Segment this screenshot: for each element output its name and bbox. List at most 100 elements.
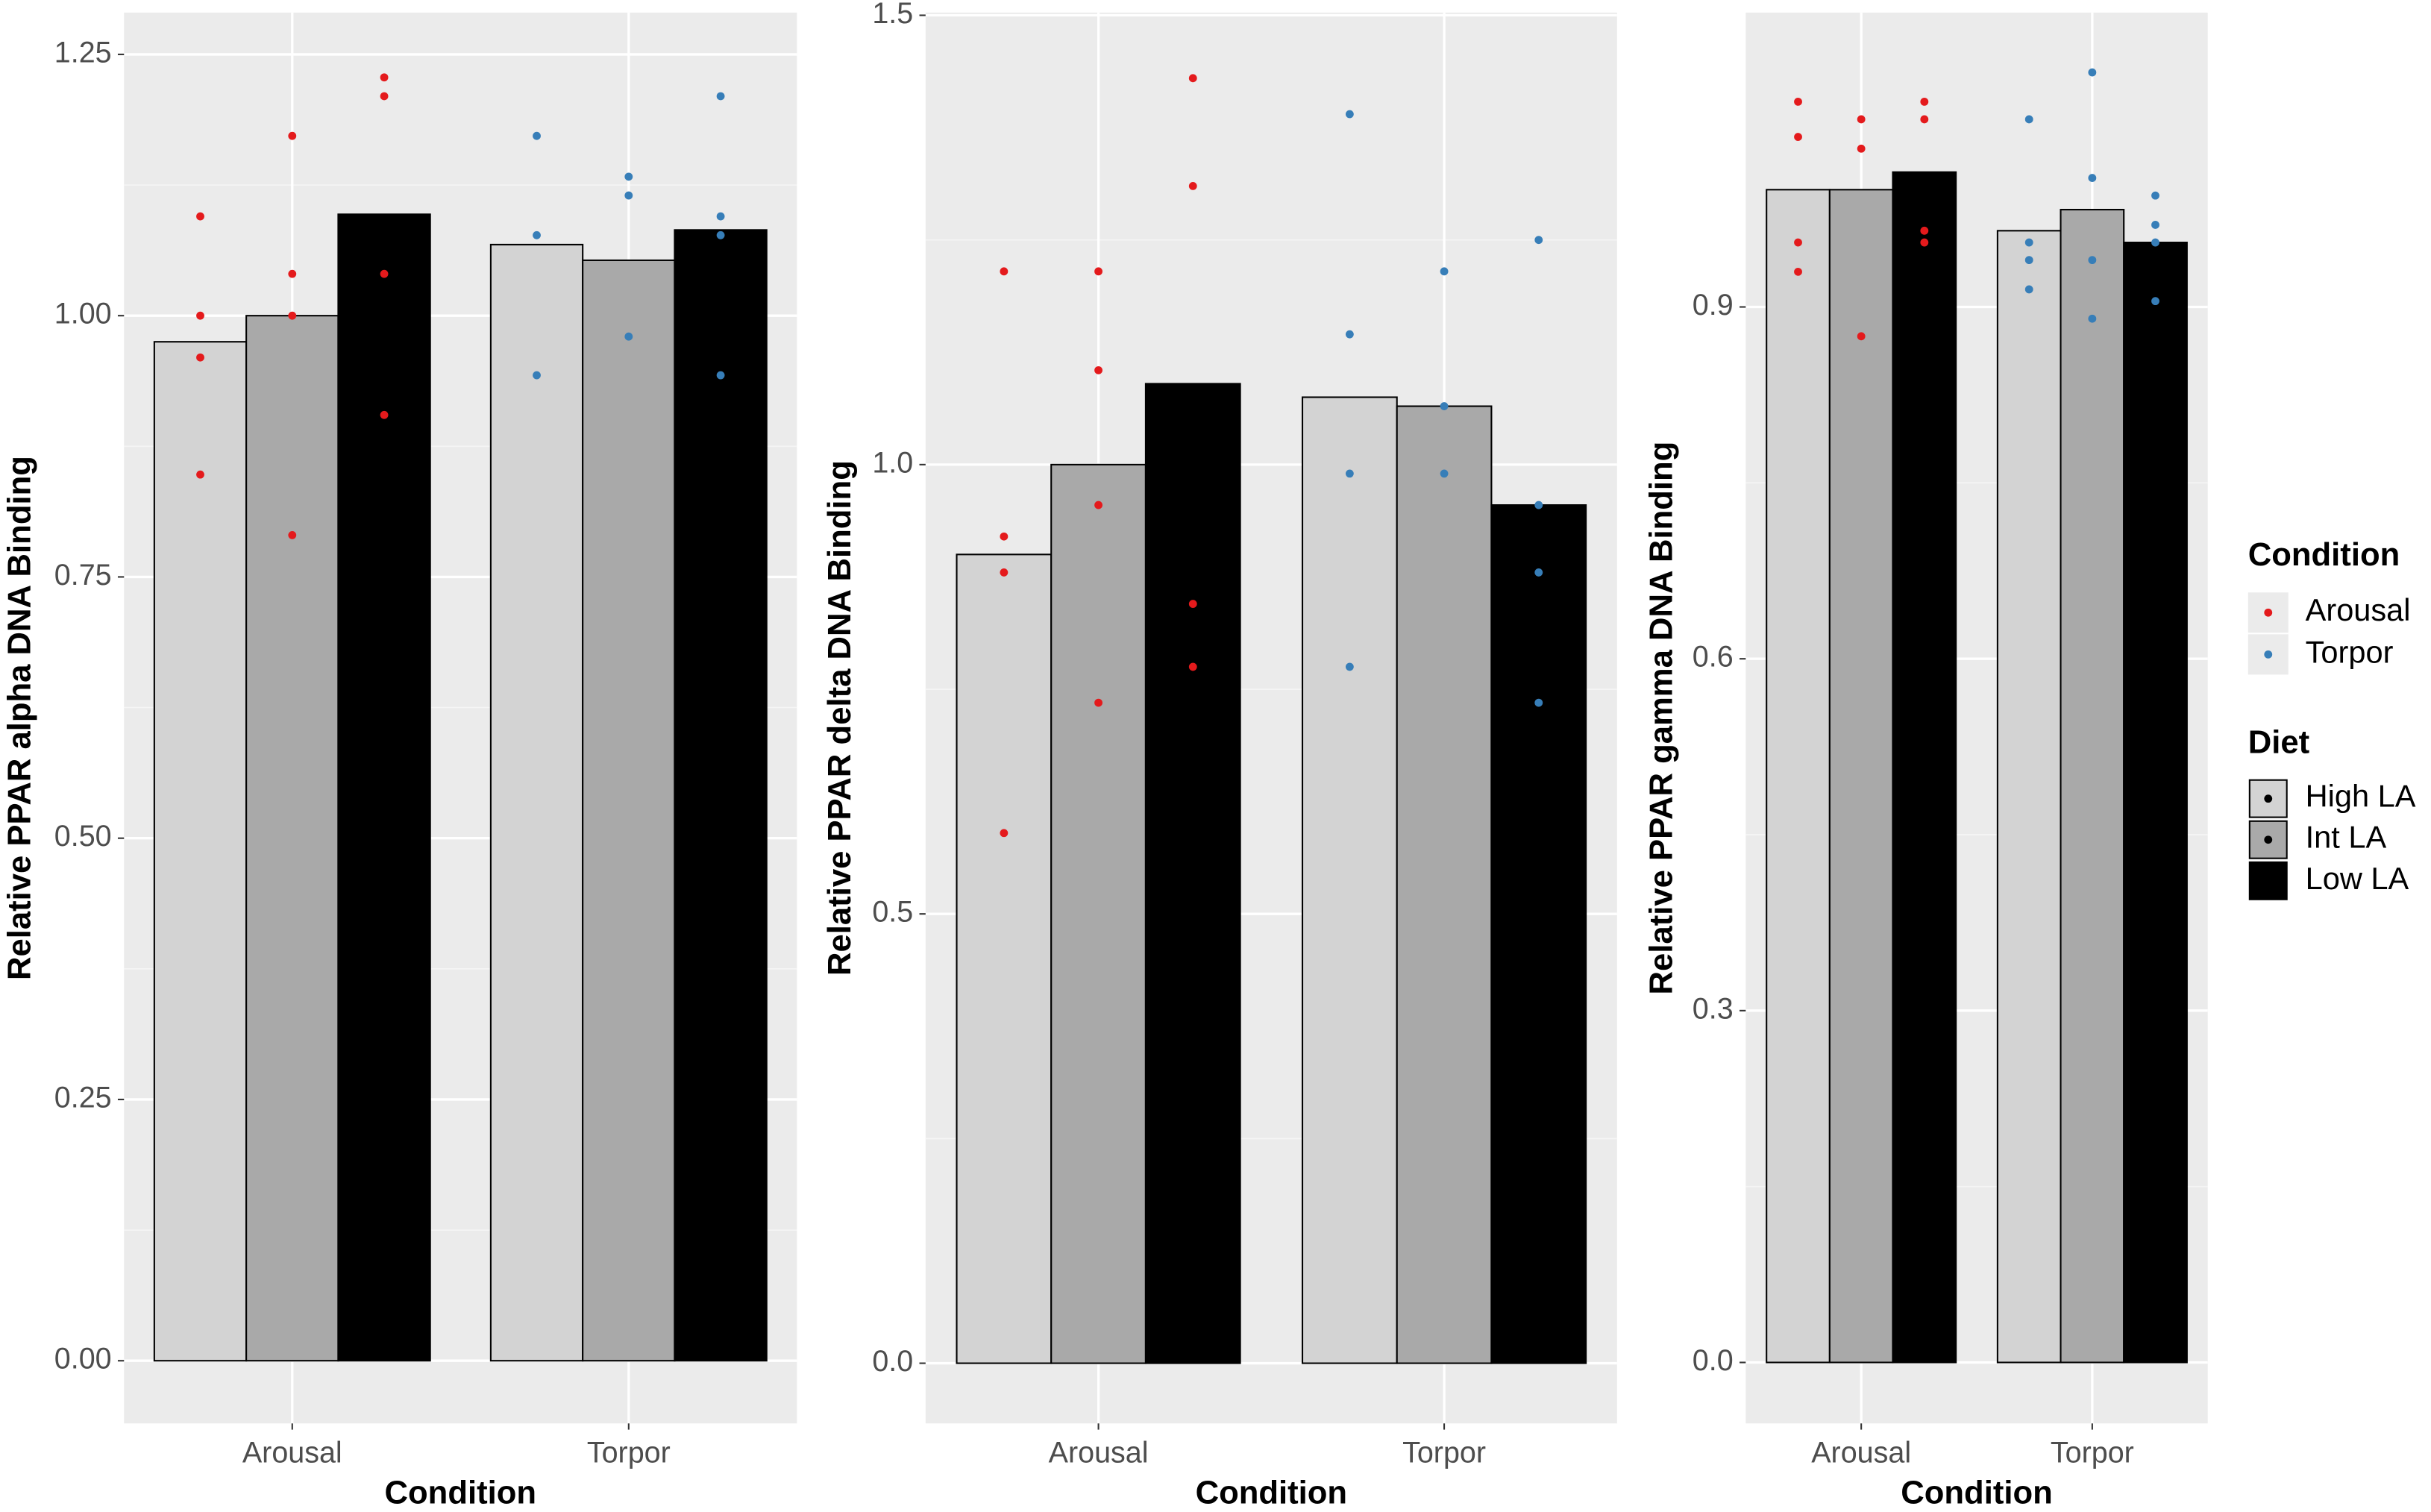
- bar: [1050, 463, 1147, 1364]
- data-point: [1094, 501, 1102, 509]
- data-point: [2151, 297, 2159, 306]
- data-point: [2088, 256, 2097, 265]
- data-point: [2024, 238, 2033, 247]
- bar: [2123, 242, 2188, 1364]
- data-point: [380, 73, 389, 82]
- bar: [1490, 504, 1587, 1364]
- data-point: [2024, 115, 2033, 124]
- y-tick-label: 1.5: [872, 0, 913, 30]
- data-point: [2088, 314, 2097, 323]
- data-point: [1000, 829, 1009, 838]
- data-point: [1094, 366, 1102, 374]
- legend-swatch: [2264, 608, 2273, 617]
- data-point: [1440, 267, 1449, 276]
- x-axis-title: Condition: [1901, 1474, 2053, 1511]
- data-point: [1534, 236, 1543, 245]
- legend-title: Diet: [2248, 724, 2309, 760]
- data-point: [1920, 238, 1929, 247]
- data-point: [1345, 662, 1354, 671]
- legend-label: Low LA: [2306, 861, 2409, 896]
- data-point: [288, 311, 297, 320]
- data-point: [196, 470, 204, 479]
- data-point: [716, 371, 725, 380]
- legend-label: Int LA: [2306, 820, 2387, 855]
- legend-dot: [2264, 794, 2273, 803]
- bar: [337, 213, 431, 1362]
- data-point: [196, 353, 204, 362]
- y-axis-title: Relative PPAR alpha DNA Binding: [1, 456, 38, 980]
- data-point: [624, 332, 633, 341]
- bar: [1396, 405, 1493, 1364]
- data-point: [2151, 221, 2159, 229]
- y-tick-label: 0.0: [1693, 1344, 1734, 1377]
- data-point: [2024, 256, 2033, 265]
- data-point: [2088, 68, 2097, 77]
- data-point: [288, 530, 297, 539]
- bar: [1828, 189, 1894, 1364]
- data-point: [624, 191, 633, 200]
- bar: [153, 341, 248, 1362]
- data-point: [1094, 267, 1102, 276]
- data-point: [533, 230, 541, 239]
- bar: [245, 315, 339, 1362]
- data-point: [1794, 267, 1802, 276]
- x-tick-label: Arousal: [1811, 1436, 1911, 1469]
- legend-swatch: [2264, 650, 2273, 659]
- data-point: [716, 212, 725, 221]
- x-axis-title: Condition: [1196, 1474, 1348, 1511]
- data-point: [533, 131, 541, 140]
- data-point: [1794, 97, 1802, 106]
- data-point: [1000, 568, 1009, 577]
- data-point: [1534, 568, 1543, 577]
- data-point: [196, 311, 204, 320]
- data-point: [1188, 662, 1197, 671]
- y-tick-label: 1.25: [54, 36, 112, 69]
- y-tick-label: 0.25: [54, 1081, 112, 1114]
- x-tick-label: Torpor: [587, 1436, 671, 1469]
- data-point: [1000, 267, 1009, 276]
- data-point: [1188, 181, 1197, 190]
- data-point: [716, 92, 725, 101]
- bar: [1301, 396, 1398, 1364]
- y-tick-label: 0.3: [1693, 992, 1734, 1025]
- data-point: [2024, 285, 2033, 294]
- x-tick-label: Torpor: [1402, 1436, 1486, 1469]
- data-point: [2151, 191, 2159, 200]
- legend-dot: [2264, 876, 2273, 885]
- y-tick-label: 1.0: [872, 446, 913, 479]
- y-axis-title: Relative PPAR delta DNA Binding: [821, 460, 858, 976]
- legend-swatch: [2248, 779, 2288, 818]
- data-point: [1857, 115, 1866, 124]
- data-point: [1094, 698, 1102, 707]
- bar: [1892, 171, 1957, 1364]
- y-tick-label: 0.6: [1693, 641, 1734, 674]
- data-point: [1857, 332, 1866, 341]
- data-point: [1920, 97, 1929, 106]
- x-tick-label: Arousal: [1049, 1436, 1149, 1469]
- y-tick-label: 0.00: [54, 1343, 112, 1375]
- data-point: [288, 269, 297, 278]
- data-point: [1920, 115, 1929, 124]
- data-point: [380, 92, 389, 101]
- x-tick-label: Torpor: [2051, 1436, 2134, 1469]
- bar: [2060, 208, 2125, 1364]
- data-point: [380, 410, 389, 419]
- data-point: [1857, 144, 1866, 153]
- data-point: [1794, 133, 1802, 141]
- data-point: [1534, 698, 1543, 707]
- y-tick-label: 0.75: [54, 559, 112, 592]
- legend-label: High LA: [2306, 779, 2416, 814]
- legend-dot: [2264, 835, 2273, 844]
- data-point: [1794, 238, 1802, 247]
- bar: [1996, 230, 2062, 1364]
- data-point: [1440, 469, 1449, 478]
- y-tick-label: 0.0: [872, 1345, 913, 1378]
- data-point: [380, 269, 389, 278]
- data-point: [1188, 600, 1197, 608]
- y-axis-title: Relative PPAR gamma DNA Binding: [1643, 442, 1680, 995]
- data-point: [1345, 330, 1354, 339]
- y-tick-label: 1.00: [54, 298, 112, 330]
- data-point: [1534, 501, 1543, 509]
- data-point: [716, 230, 725, 239]
